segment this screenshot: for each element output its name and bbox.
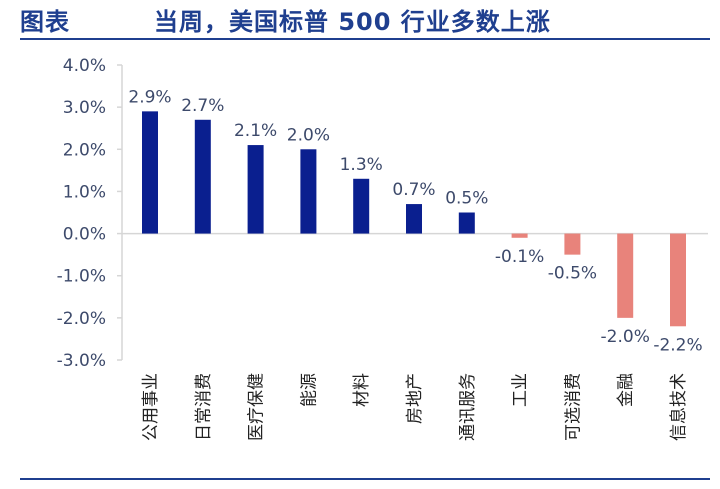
bar-材料 xyxy=(353,178,370,234)
category-label: 房地产 xyxy=(405,373,425,424)
y-tick-label: 0.0% xyxy=(63,225,106,245)
data-label: 2.9% xyxy=(128,87,171,107)
data-label: -2.2% xyxy=(653,335,702,355)
category-label: 公用事业 xyxy=(141,373,161,441)
data-label: -0.1% xyxy=(495,247,544,267)
data-label: -2.0% xyxy=(601,327,650,347)
data-label: 0.7% xyxy=(392,180,435,200)
bar-信息技术 xyxy=(670,233,686,327)
bar-医疗保健 xyxy=(247,145,264,234)
figure-header: 图表 当周，美国标普 500 行业多数上涨 xyxy=(0,0,720,40)
y-tick-label: 2.0% xyxy=(63,140,106,160)
y-tick-label: -1.0% xyxy=(57,267,106,287)
data-label: 1.3% xyxy=(340,155,383,175)
category-label: 医疗保健 xyxy=(247,373,267,441)
bar-房地产 xyxy=(406,204,422,234)
category-label: 可选消费 xyxy=(563,373,583,441)
data-label: 0.5% xyxy=(445,189,488,209)
bar-工业 xyxy=(511,233,528,238)
bar-通讯服务 xyxy=(458,212,475,234)
y-tick-label: -3.0% xyxy=(57,351,106,371)
y-tick-label: 4.0% xyxy=(63,56,106,76)
figure-label: 图表 xyxy=(20,8,70,36)
bar-可选消费 xyxy=(564,233,581,255)
footer-divider xyxy=(20,478,710,480)
data-labels: 2.9% 2.7% 2.1% 2.0% 1.3% 0.7% 0.5% -0.1%-0.5% -2… xyxy=(128,87,702,355)
bar-能源 xyxy=(300,149,317,234)
bar-金融 xyxy=(617,233,634,318)
header-divider xyxy=(20,38,710,40)
category-labels: 公用事业 日常消费 医疗保健 能源 材料 房地产 通讯服务 工业 可选消费 金融 信息技术 xyxy=(141,373,689,441)
bar-公用事业 xyxy=(142,111,158,234)
y-tick-label: -2.0% xyxy=(57,309,106,329)
data-label: 2.0% xyxy=(287,125,330,145)
category-label: 能源 xyxy=(299,373,319,407)
bar-日常消费 xyxy=(194,119,211,234)
category-label: 通讯服务 xyxy=(458,373,478,441)
data-label: -0.5% xyxy=(548,264,597,284)
category-label: 日常消费 xyxy=(194,373,214,441)
chart-title: 当周，美国标普 500 行业多数上涨 xyxy=(154,8,551,36)
y-tick-label: 1.0% xyxy=(63,182,106,202)
y-axis: 4.0% 3.0% 2.0% 1.0% 0.0% -1.0% -2.0% -3.0% xyxy=(57,56,123,371)
category-label: 工业 xyxy=(511,373,531,407)
data-label: 2.1% xyxy=(234,121,277,141)
category-label: 金融 xyxy=(616,373,636,407)
category-label: 材料 xyxy=(352,373,372,407)
data-label: 2.7% xyxy=(181,96,224,116)
y-tick-label: 3.0% xyxy=(63,98,106,118)
category-label: 信息技术 xyxy=(669,373,689,441)
bar-series xyxy=(142,111,686,327)
